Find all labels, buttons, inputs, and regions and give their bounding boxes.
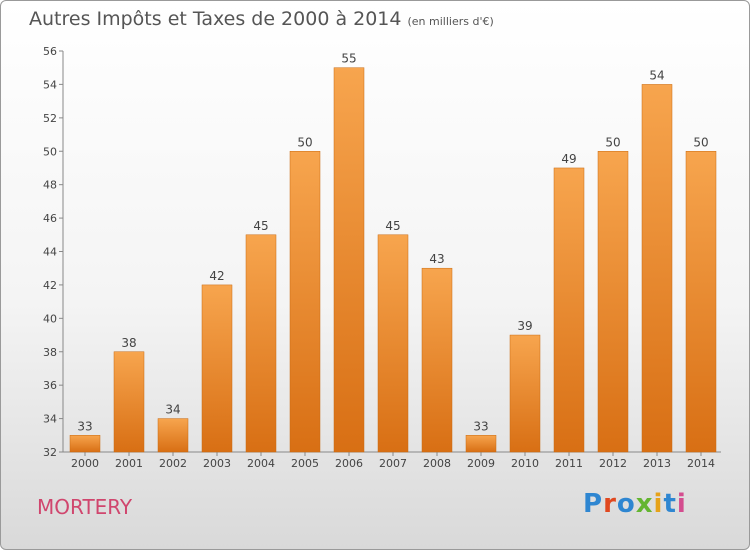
bar-value-label: 33	[77, 419, 92, 433]
x-tick-label: 2004	[247, 457, 275, 470]
bar-2013	[641, 84, 673, 453]
bar-value-label: 34	[165, 403, 180, 417]
x-tick-label: 2005	[291, 457, 319, 470]
commune-name: MORTERY	[37, 495, 133, 519]
x-tick-label: 2011	[555, 457, 583, 470]
x-tick-label: 2009	[467, 457, 495, 470]
bar-2002	[157, 418, 189, 453]
bar-value-label: 45	[253, 219, 268, 233]
x-tick-label: 2012	[599, 457, 627, 470]
y-tick-label: 44	[43, 246, 57, 259]
bar-value-label: 43	[429, 252, 444, 266]
x-tick-label: 2014	[687, 457, 715, 470]
bars: 33 38 34 42 45 50 55 45 43 33 39 49 50 54 50	[69, 52, 717, 453]
bar-value-label: 42	[209, 269, 224, 283]
bar-2010	[509, 334, 541, 453]
bar-2014	[685, 151, 717, 453]
bar-2008	[421, 267, 453, 453]
bar-2007	[377, 234, 409, 453]
bar-value-label: 39	[517, 319, 532, 333]
y-tick-label: 50	[43, 145, 57, 158]
y-tick-label: 32	[43, 446, 57, 459]
bar-value-label: 49	[561, 152, 576, 166]
y-tick-label: 48	[43, 179, 57, 192]
x-tick-label: 2002	[159, 457, 187, 470]
y-tick-label: 40	[43, 312, 57, 325]
bar-value-label: 50	[605, 135, 620, 149]
y-tick-label: 42	[43, 279, 57, 292]
bar-2006	[333, 67, 365, 453]
y-tick-label: 54	[43, 78, 57, 91]
bar-value-label: 45	[385, 219, 400, 233]
bar-2003	[201, 284, 233, 453]
x-tick-label: 2008	[423, 457, 451, 470]
bar-2000	[69, 435, 101, 453]
x-tick-label: 2007	[379, 457, 407, 470]
chart-title-text: Autres Impôts et Taxes de 2000 à 2014	[29, 8, 402, 30]
proxiti-logo: Proxiti	[583, 489, 687, 519]
chart-unit-label: (en milliers d'€)	[407, 15, 494, 28]
y-tick-label: 56	[43, 45, 57, 58]
bar-2004	[245, 234, 277, 453]
y-tick-label: 52	[43, 112, 57, 125]
bar-2005	[289, 151, 321, 453]
x-tick-label: 2010	[511, 457, 539, 470]
bar-value-label: 54	[649, 68, 664, 82]
x-tick-label: 2013	[643, 457, 671, 470]
bar-value-label: 55	[341, 52, 356, 66]
bar-value-label: 50	[297, 135, 312, 149]
y-tick-label: 36	[43, 379, 57, 392]
x-tick-label: 2006	[335, 457, 363, 470]
bar-value-label: 33	[473, 419, 488, 433]
x-tick-label: 2000	[71, 457, 99, 470]
bar-2011	[553, 167, 585, 453]
bar-2001	[113, 351, 145, 453]
y-tick-label: 46	[43, 212, 57, 225]
x-tick-label: 2003	[203, 457, 231, 470]
y-tick-label: 38	[43, 346, 57, 359]
bar-value-label: 50	[693, 135, 708, 149]
bar-2009	[465, 435, 497, 453]
x-tick-label: 2001	[115, 457, 143, 470]
chart-title: Autres Impôts et Taxes de 2000 à 2014 (en…	[29, 8, 494, 30]
bar-2012	[597, 151, 629, 453]
y-tick-label: 34	[43, 413, 57, 426]
bar-value-label: 38	[121, 336, 136, 350]
